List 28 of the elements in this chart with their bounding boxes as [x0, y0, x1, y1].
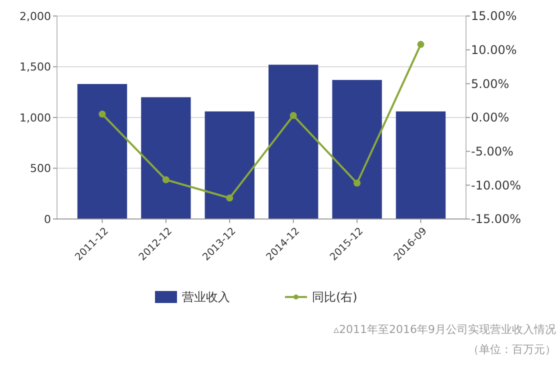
text: （单位：百万元）: [468, 343, 556, 356]
bar: [77, 84, 128, 219]
y2-tick-label: -15.00%: [471, 212, 522, 226]
point: [98, 110, 106, 118]
bar: [141, 97, 191, 219]
y2-tick-label: 5.00%: [471, 76, 510, 91]
bar: [268, 64, 318, 219]
point: [162, 176, 170, 184]
y-tick-label: 0: [44, 212, 51, 226]
point: [417, 40, 424, 48]
text: ▵2011年至2016年9月公司实现营业收入情况: [333, 323, 556, 336]
legend-label: 营业收入: [182, 290, 230, 304]
point: [354, 180, 361, 187]
y2-tick-label: 15.00%: [471, 9, 517, 24]
bar: [332, 80, 382, 219]
point: [226, 194, 234, 202]
y2-tick-label: 0.00%: [471, 110, 510, 125]
y2-tick-label: 10.00%: [471, 43, 517, 58]
y-tick-label: 1,000: [20, 111, 51, 124]
y2-tick-label: -5.00%: [471, 144, 514, 159]
point: [290, 112, 297, 119]
legend-label: 同比(右): [312, 290, 358, 304]
y-tick-label: 2,000: [20, 10, 51, 23]
y-tick-label: 500: [30, 162, 51, 176]
bar: [396, 111, 446, 219]
y-tick-label: 1,500: [20, 60, 51, 74]
bar: [204, 111, 254, 219]
y2-tick-label: -10.00%: [471, 178, 522, 192]
